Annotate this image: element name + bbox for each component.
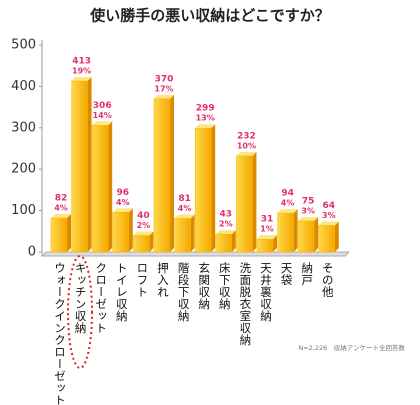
bar-side [334, 221, 339, 252]
x-tick-label: 玄関収納 [197, 261, 211, 310]
bar-side [67, 214, 71, 252]
value-label: 43 [220, 210, 233, 220]
y-tick-label: 300 [11, 120, 36, 135]
bar-side [314, 216, 319, 252]
x-tick-label: 天袋 [280, 262, 294, 286]
share-label: 2% [137, 221, 151, 230]
x-tick-label: その他 [321, 262, 335, 298]
bar-top [112, 208, 133, 213]
chart-title: 使い勝手の悪い収納はどこですか？ [89, 7, 330, 25]
value-label: 82 [55, 194, 68, 204]
share-label: 3% [301, 206, 315, 215]
bar-top [236, 151, 257, 156]
x-tick-label: トイレ収納 [115, 262, 129, 322]
bar-top [298, 216, 319, 221]
bar-top [71, 77, 92, 82]
x-axis-floor [40, 251, 351, 257]
x-tick-label: 洗面脱衣室収納 [238, 262, 252, 346]
share-label: 10% [237, 141, 256, 150]
bar-top [133, 231, 154, 236]
y-tick-label: 0 [28, 245, 36, 260]
bar-side [231, 230, 236, 252]
share-label: 4% [54, 204, 68, 213]
value-label: 96 [117, 188, 130, 198]
bar [71, 80, 88, 253]
bar [91, 125, 109, 253]
value-label: 413 [72, 57, 91, 67]
value-label: 306 [93, 101, 112, 111]
bar-side [190, 214, 195, 252]
bar-top [51, 214, 71, 219]
x-tick-label: ロフト [135, 262, 149, 298]
bar-side [211, 124, 216, 252]
bar-side [87, 77, 92, 252]
bar-top [92, 121, 113, 126]
value-label: 299 [196, 104, 215, 114]
bar [236, 155, 253, 253]
share-label: 19% [72, 67, 91, 76]
x-tick-label: クローゼット [94, 262, 108, 334]
highlight-ellipse [67, 255, 93, 369]
bar [215, 233, 233, 253]
x-tick-label: キッチン収納 [74, 262, 88, 334]
value-label: 370 [155, 74, 174, 84]
x-tick-label: ウォークインクローゼット [53, 262, 67, 405]
share-label: 3% [322, 211, 336, 220]
share-label: 1% [260, 225, 274, 234]
bar [297, 220, 315, 253]
y-tick-label: 400 [11, 79, 36, 94]
bar-side [108, 121, 113, 252]
bar [318, 225, 336, 253]
share-label: 14% [93, 111, 112, 120]
value-label: 81 [178, 194, 191, 204]
share-label: 4% [178, 204, 192, 213]
value-label: 94 [281, 189, 294, 199]
y-tick-label: 500 [11, 38, 36, 53]
bar-side [128, 208, 133, 252]
x-tick-label: 納戸 [300, 262, 314, 286]
share-label: 4% [281, 199, 295, 208]
y-tick-label: 100 [11, 203, 36, 218]
bar-side [293, 209, 298, 252]
bar-top [195, 124, 216, 129]
bar [133, 235, 150, 253]
bar-side [273, 235, 277, 252]
bar-top [154, 94, 174, 99]
bar-side [170, 94, 174, 252]
bar [174, 218, 191, 253]
x-tick-label: 階段下収納 [177, 261, 191, 322]
value-label: 64 [323, 201, 336, 211]
x-tick-label: 押入れ [156, 261, 170, 298]
x-tick-label: 床下収納 [218, 261, 232, 310]
bar-top [174, 214, 195, 219]
value-label: 75 [302, 196, 315, 206]
note: N=2,226 収納アンケート全回答数 [298, 343, 405, 352]
value-label: 31 [261, 215, 274, 225]
x-tick-label: 天井裏収納 [259, 262, 273, 322]
bar-top [318, 221, 339, 226]
bar-side [252, 151, 257, 252]
bar [256, 238, 274, 253]
share-label: 2% [219, 220, 233, 229]
bar [50, 217, 68, 253]
bar [194, 127, 212, 253]
bar [153, 98, 171, 253]
value-label: 232 [237, 131, 256, 141]
bar-top [257, 235, 277, 240]
share-label: 13% [196, 114, 215, 123]
bar-top [215, 230, 236, 235]
share-label: 4% [116, 198, 130, 207]
value-label: 40 [137, 211, 150, 221]
share-label: 17% [154, 84, 173, 93]
bar-top [277, 209, 298, 214]
bar [112, 212, 130, 253]
y-tick-label: 200 [11, 162, 36, 177]
bar-side [149, 231, 154, 252]
bar [277, 212, 294, 253]
